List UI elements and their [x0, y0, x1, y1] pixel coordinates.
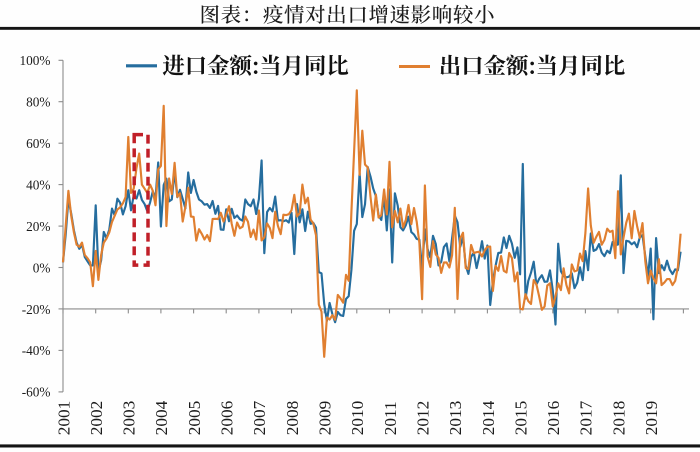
svg-text:2007: 2007: [250, 400, 269, 435]
svg-text:2016: 2016: [544, 400, 563, 435]
svg-text:2001: 2001: [54, 401, 73, 436]
svg-text:2019: 2019: [642, 401, 661, 436]
svg-text:2017: 2017: [577, 400, 596, 435]
svg-text:2003: 2003: [120, 401, 139, 436]
svg-text:-40%: -40%: [22, 343, 51, 358]
svg-text:2010: 2010: [348, 401, 367, 436]
svg-text:2013: 2013: [446, 401, 465, 436]
svg-text:40%: 40%: [26, 177, 50, 192]
svg-text:2011: 2011: [381, 401, 400, 435]
svg-text:2008: 2008: [283, 401, 302, 436]
svg-text:2012: 2012: [413, 401, 432, 436]
svg-text:-60%: -60%: [22, 385, 51, 400]
svg-text:2014: 2014: [479, 400, 498, 435]
svg-text:2004: 2004: [152, 400, 171, 435]
svg-text:20%: 20%: [26, 219, 50, 234]
svg-text:2015: 2015: [511, 401, 530, 436]
svg-text:2006: 2006: [218, 400, 237, 435]
svg-text:2002: 2002: [87, 401, 106, 436]
svg-text:80%: 80%: [26, 95, 50, 110]
svg-text:-20%: -20%: [22, 302, 51, 317]
svg-text:2018: 2018: [609, 401, 628, 436]
svg-text:100%: 100%: [19, 53, 50, 68]
svg-text:2005: 2005: [185, 401, 204, 436]
svg-text:2009: 2009: [316, 401, 335, 436]
svg-text:0%: 0%: [33, 260, 51, 275]
svg-text:60%: 60%: [26, 136, 50, 151]
